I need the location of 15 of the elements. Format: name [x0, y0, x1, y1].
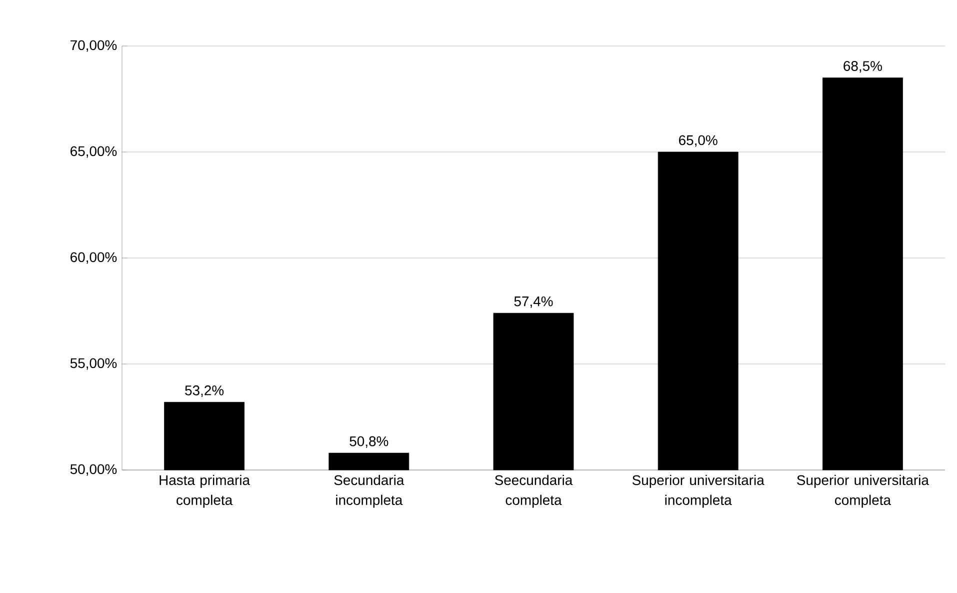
- data-label: 50,8%: [350, 436, 388, 448]
- y-tick-label: 65,00%: [70, 146, 117, 158]
- y-tick-label: 55,00%: [70, 358, 117, 370]
- x-tick-label: Superior universitaria completa: [797, 474, 929, 508]
- x-tick-label: Superior universitaria incompleta: [632, 474, 764, 508]
- y-tick-label: 60,00%: [70, 252, 117, 264]
- data-label: 68,5%: [844, 61, 882, 73]
- y-tick-label: 70,00%: [70, 40, 117, 52]
- x-tick-label: Seecundaria completa: [494, 474, 573, 508]
- data-label: 65,0%: [679, 135, 718, 147]
- x-tick-label: Hasta primaria completa: [160, 474, 250, 508]
- x-tick-label: Secundaria incompleta: [334, 474, 404, 508]
- data-label: 53,2%: [185, 385, 224, 397]
- data-label: 57,4%: [514, 296, 553, 308]
- y-tick-label: 50,00%: [70, 464, 117, 476]
